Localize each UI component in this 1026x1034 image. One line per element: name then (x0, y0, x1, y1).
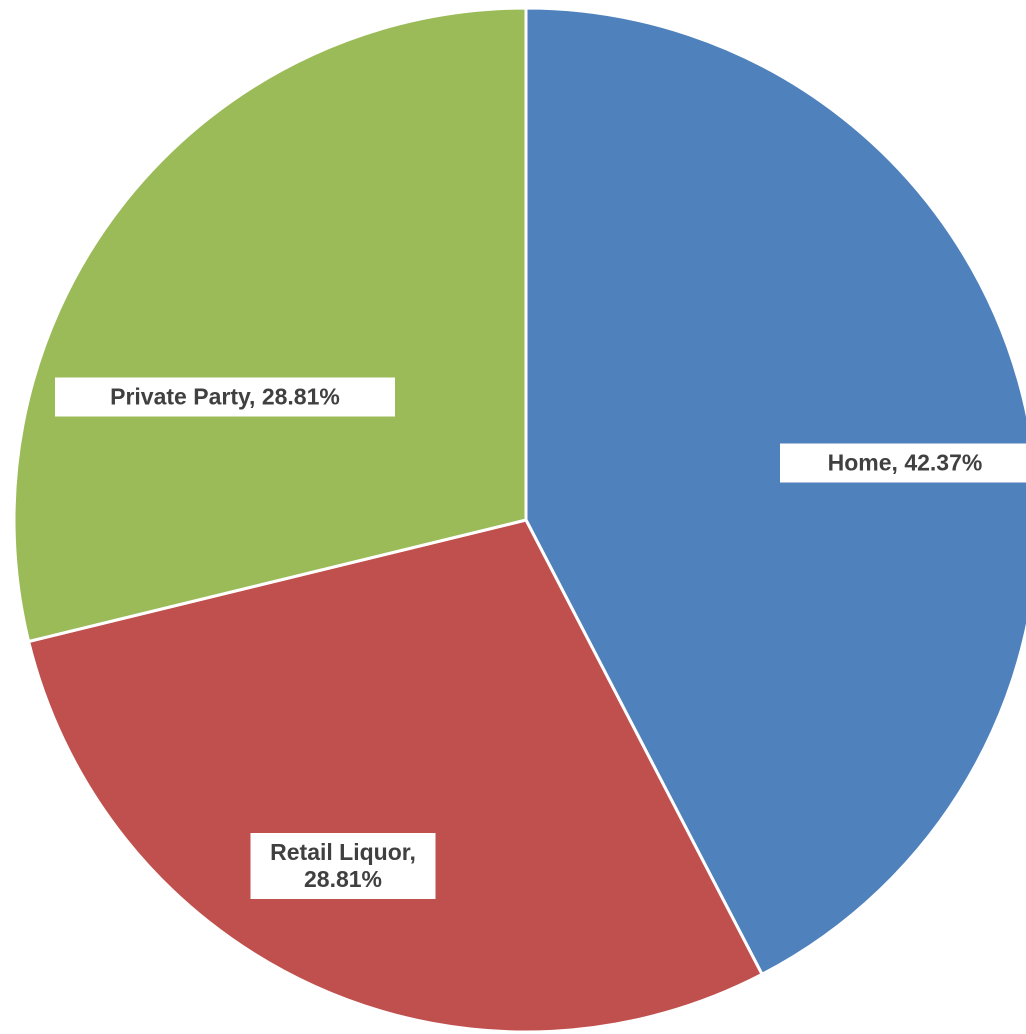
data-label: Home, 42.37% (780, 443, 1026, 483)
data-label: Retail Liquor, 28.81% (250, 833, 436, 899)
data-label: Private Party, 28.81% (55, 377, 395, 417)
pie-slice (26, 518, 765, 1034)
pie-slice (12, 6, 528, 644)
pie-slice (524, 6, 1026, 977)
